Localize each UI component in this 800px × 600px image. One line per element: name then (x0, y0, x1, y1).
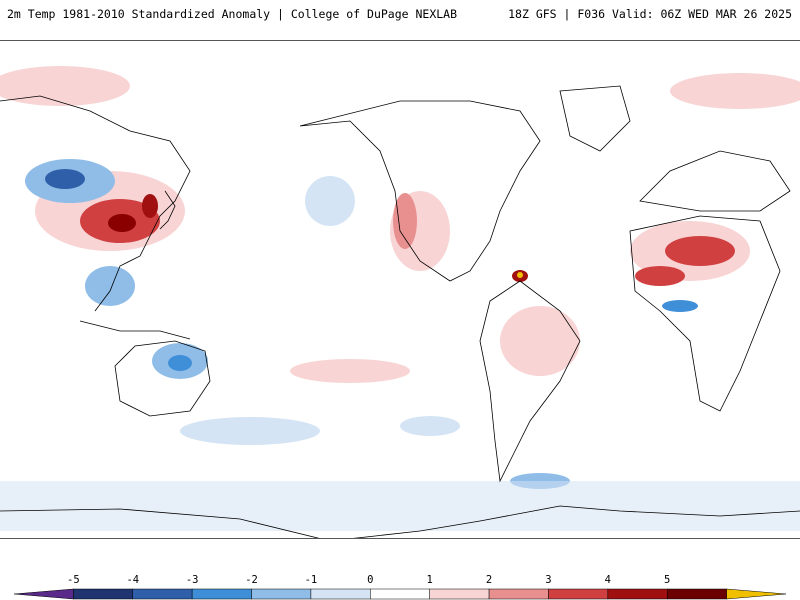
colorbar-label: 1 (426, 574, 433, 586)
extreme-warm-china (108, 214, 136, 232)
map-title: 2m Temp 1981-2010 Standardized Anomaly |… (7, 7, 458, 21)
colorbar-label: 4 (604, 574, 612, 586)
cool-anomaly-southern-ocean (180, 417, 320, 445)
warm-anomaly-south-america (500, 306, 580, 376)
extreme-warm-korea (142, 194, 158, 218)
cool-anomaly-southeast-asia (85, 266, 135, 306)
coast-europe (639, 150, 791, 212)
warm-anomaly-central-pacific (290, 359, 410, 383)
coast-japan (159, 190, 176, 230)
warm-anomaly-arctic-asia (0, 66, 130, 106)
cool-anomaly-gulf-guinea (662, 300, 698, 312)
mid-warm-west-us (393, 193, 417, 249)
cool-anomaly-antarctica (0, 481, 800, 531)
colorbar-segment (488, 588, 549, 600)
colorbar-label: 0 (367, 574, 374, 586)
coast-greenland (559, 85, 631, 152)
colorbar-segment (726, 588, 787, 600)
colorbar-label: -2 (245, 574, 258, 586)
model-valid-time: 18Z GFS | F036 Valid: 06Z WED MAR 26 202… (508, 7, 792, 21)
coast-north-america (299, 100, 541, 282)
colorbar-segment (607, 588, 668, 600)
coast-africa (629, 215, 781, 412)
map-header: 2m Temp 1981-2010 Standardized Anomaly |… (0, 0, 800, 28)
colorbar-label: -1 (304, 574, 318, 586)
colorbar-label: 2 (485, 574, 493, 586)
coast-indonesia (79, 320, 191, 340)
colorbar-segment (132, 588, 193, 600)
strong-warm-sahara (665, 236, 735, 266)
cool-anomaly-north-pacific (305, 176, 355, 226)
colorbar-segment (666, 588, 727, 600)
max-warm-venezuela (517, 272, 523, 278)
coast-antarctica (0, 505, 800, 538)
colorbar-segment (370, 588, 430, 600)
colorbar-label: -3 (185, 574, 199, 586)
warm-anomaly-arctic-east (670, 73, 800, 109)
colorbar-segment (191, 588, 252, 600)
colorbar-label: -5 (67, 574, 80, 586)
colorbar-bar (13, 588, 787, 600)
anomaly-map (0, 40, 800, 539)
coast-australia (114, 340, 211, 417)
colorbar-label: 3 (545, 574, 552, 586)
anomaly-shading (0, 66, 800, 531)
colorbar-segment (13, 588, 74, 600)
coast-east-asia (0, 95, 191, 312)
colorbar-label: -4 (126, 574, 140, 586)
colorbar-legend: -5 -4 -3 -2 -1 0 1 2 3 4 5 (0, 570, 800, 600)
cool-anomaly-south-pacific (400, 416, 460, 436)
strong-warm-sahel (635, 266, 685, 286)
colorbar-segment (73, 588, 134, 600)
colorbar-segment (251, 588, 312, 600)
colorbar-label: 5 (664, 574, 671, 586)
colorbar-segment (429, 588, 490, 600)
coastlines (0, 85, 800, 538)
colorbar-segment (310, 588, 371, 600)
colorbar-segment (548, 588, 609, 600)
coast-south-america (479, 280, 581, 483)
strong-cool-australia (168, 355, 192, 371)
strong-cool-mongolia (45, 169, 85, 189)
map-canvas (0, 66, 800, 538)
